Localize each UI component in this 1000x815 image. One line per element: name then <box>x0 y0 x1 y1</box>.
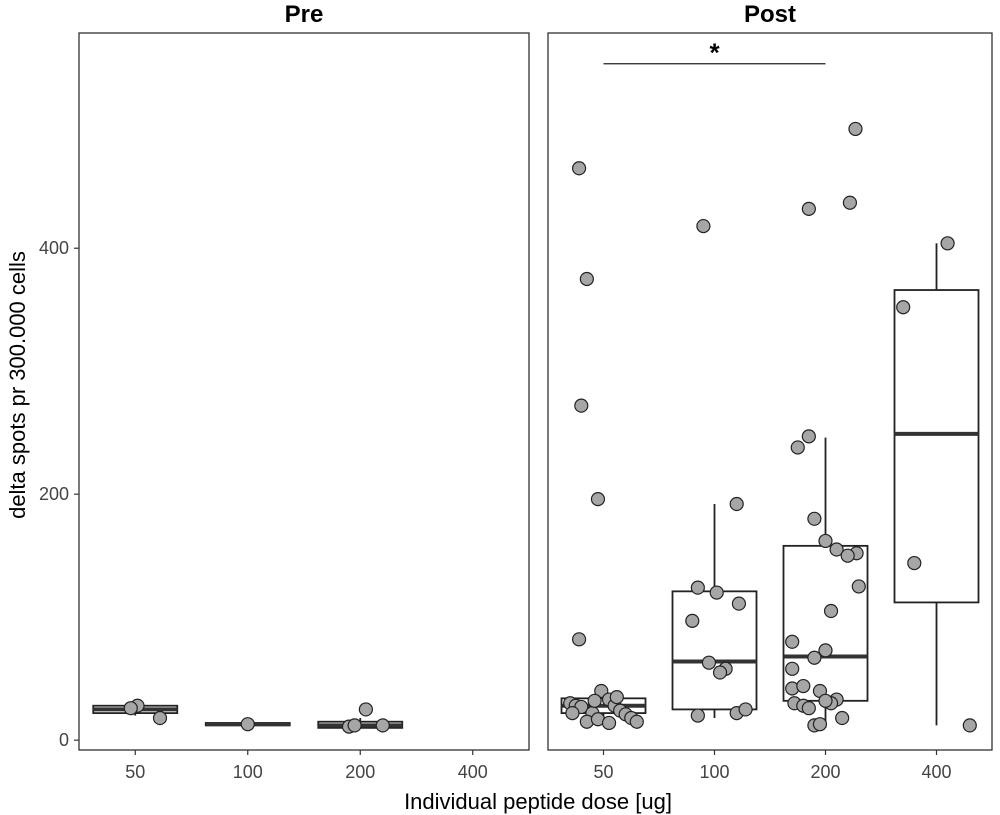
x-tick-label: 50 <box>125 762 145 782</box>
data-point <box>785 634 800 649</box>
data-point <box>818 693 833 708</box>
data-point <box>807 511 822 526</box>
panel-pre: Pre 0 200 400 50 100 200 400 <box>39 1 530 782</box>
data-point <box>579 271 594 287</box>
data-point <box>907 555 922 571</box>
panel-post: Post 50 100 200 400 * <box>547 1 993 782</box>
data-point <box>823 603 839 619</box>
data-point <box>358 702 373 717</box>
data-point <box>842 195 858 210</box>
data-point <box>701 655 717 670</box>
x-tick-label: 100 <box>699 762 729 782</box>
data-point <box>807 650 822 665</box>
data-point <box>790 440 805 455</box>
y-axis-title: delta spots pr 300.000 cells <box>5 251 30 519</box>
data-point <box>785 661 800 676</box>
x-tick-label: 100 <box>233 762 263 782</box>
data-point <box>848 121 863 137</box>
data-point <box>609 690 624 705</box>
y-tick-label: 200 <box>39 484 69 504</box>
data-point <box>587 693 602 708</box>
data-point <box>565 706 580 721</box>
data-point <box>712 665 728 680</box>
box <box>893 289 980 604</box>
data-point <box>690 708 705 723</box>
data-point <box>796 678 811 694</box>
box <box>671 590 758 711</box>
data-point <box>123 701 138 716</box>
data-point <box>812 717 828 732</box>
facet-title-post: Post <box>744 1 796 28</box>
data-point <box>729 496 744 512</box>
data-point <box>571 632 587 647</box>
data-point <box>962 718 977 733</box>
group-post-100 <box>671 218 758 723</box>
group-post-400 <box>893 236 980 733</box>
panels: Pre 0 200 400 50 100 200 400 Post 50 100 200 400 * <box>39 1 993 782</box>
y-tick-label: 0 <box>59 730 69 750</box>
data-point <box>840 548 855 563</box>
data-point <box>590 492 606 507</box>
x-tick-label: 400 <box>458 762 488 782</box>
x-tick-label: 200 <box>345 762 375 782</box>
data-point <box>801 429 816 444</box>
group-pre-200 <box>317 702 404 734</box>
data-point <box>940 236 955 251</box>
box <box>782 544 869 702</box>
x-tick-label: 400 <box>921 762 951 782</box>
data-point <box>375 718 390 733</box>
data-point <box>571 161 587 176</box>
x-tick-label: 50 <box>593 762 613 782</box>
data-point <box>829 542 844 557</box>
data-point <box>851 579 866 594</box>
data-point <box>801 201 816 216</box>
data-point <box>629 714 644 729</box>
data-point <box>347 718 362 733</box>
data-point <box>240 717 255 732</box>
data-point <box>818 533 833 549</box>
x-tick-label: 200 <box>810 762 840 782</box>
panel-border <box>78 32 530 751</box>
data-point <box>709 585 724 600</box>
group-post-50 <box>560 161 647 731</box>
data-point <box>738 702 753 717</box>
data-point <box>731 596 747 611</box>
data-point <box>574 398 589 413</box>
group-pre-100 <box>204 717 291 732</box>
y-tick-label: 400 <box>39 238 69 258</box>
group-post-200 <box>782 121 869 733</box>
data-point <box>896 300 911 315</box>
data-point <box>690 580 705 595</box>
facet-title-pre: Pre <box>285 1 324 28</box>
data-point <box>685 613 700 628</box>
data-point <box>152 710 168 726</box>
data-point <box>601 715 617 731</box>
data-point <box>801 701 816 716</box>
data-point <box>818 643 833 658</box>
significance-label: * <box>709 38 720 68</box>
group-pre-50 <box>92 698 179 726</box>
x-axis-title: Individual peptide dose [ug] <box>404 789 672 814</box>
data-point <box>696 218 711 234</box>
data-point <box>835 710 850 726</box>
